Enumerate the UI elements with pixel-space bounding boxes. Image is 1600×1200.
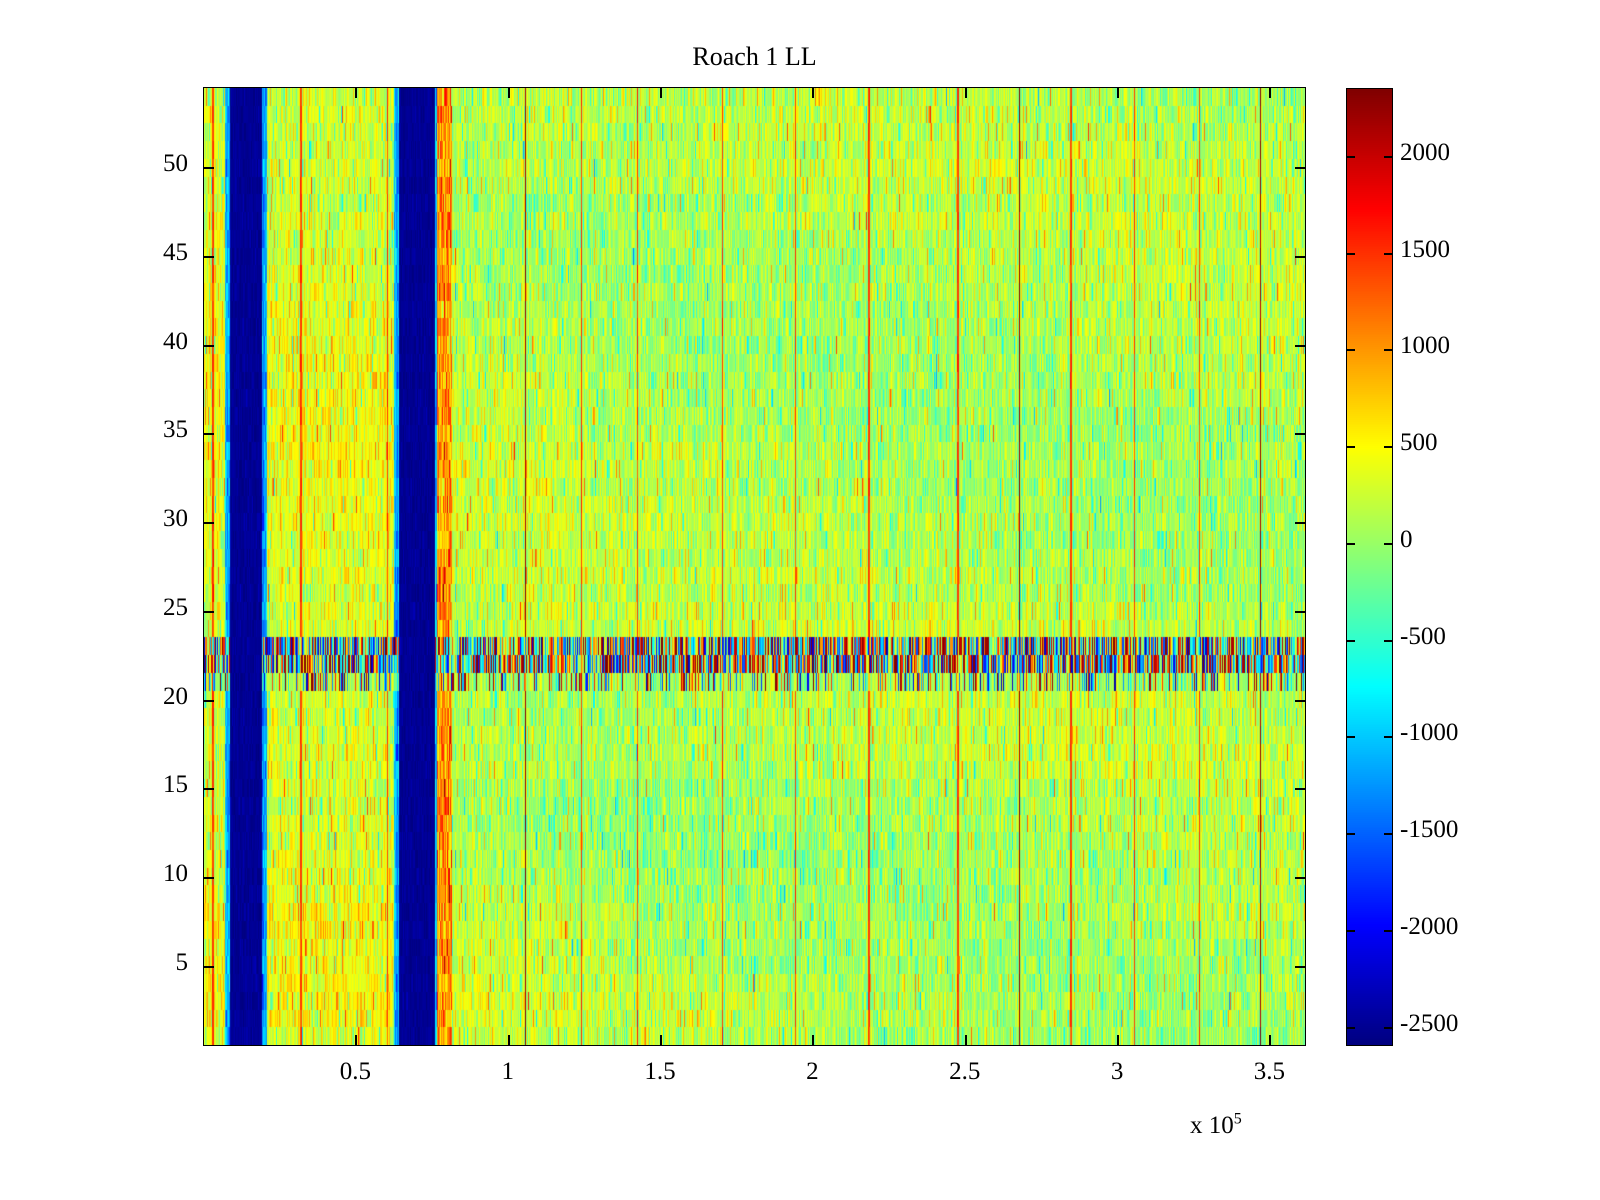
colorbar-tick xyxy=(1384,833,1393,836)
y-axis-tick-label: 40 xyxy=(163,327,188,355)
colorbar-tick xyxy=(1346,349,1355,352)
y-axis-tick xyxy=(1295,344,1306,347)
colorbar-tick xyxy=(1346,833,1355,836)
x-axis-exponent-label: x 105 xyxy=(1190,1110,1242,1140)
colorbar-tick xyxy=(1346,929,1355,932)
x-axis-tick xyxy=(355,1035,358,1046)
colorbar-tick-label: 500 xyxy=(1400,429,1438,457)
y-axis-tick xyxy=(203,788,214,791)
y-axis-tick xyxy=(203,344,214,347)
y-axis-tick xyxy=(203,699,214,702)
x-exponent-power: 5 xyxy=(1233,1110,1242,1128)
y-axis-tick-label: 50 xyxy=(163,149,188,177)
x-axis-tick-label: 1.5 xyxy=(644,1058,676,1085)
colorbar-tick-label: 0 xyxy=(1400,525,1413,553)
x-axis-tick xyxy=(660,87,663,98)
x-axis-tick-label: 1 xyxy=(501,1058,514,1085)
x-axis-tick xyxy=(507,87,510,98)
x-exponent-mantissa: x 10 xyxy=(1190,1112,1234,1139)
colorbar-tick-label: 1500 xyxy=(1400,235,1450,263)
y-axis-tick-label: 15 xyxy=(163,771,188,799)
y-axis-tick xyxy=(203,966,214,969)
x-axis-tick xyxy=(355,87,358,98)
y-axis-tick-label: 25 xyxy=(163,593,188,621)
y-axis-tick xyxy=(1295,433,1306,436)
y-axis-tick xyxy=(1295,966,1306,969)
x-axis-tick xyxy=(812,1035,815,1046)
colorbar-tick xyxy=(1384,736,1393,739)
heatmap-plot-area[interactable] xyxy=(203,87,1306,1046)
colorbar-tick xyxy=(1346,736,1355,739)
x-axis-tick xyxy=(964,1035,967,1046)
y-axis-tick-label: 20 xyxy=(163,682,188,710)
y-axis-tick xyxy=(1295,610,1306,613)
y-axis-tick xyxy=(203,433,214,436)
y-axis-tick-label: 30 xyxy=(163,505,188,533)
colorbar-tick xyxy=(1384,155,1393,158)
y-axis-tick-label: 5 xyxy=(175,949,189,977)
colorbar-tick-label: -1000 xyxy=(1400,719,1459,747)
x-axis-tick xyxy=(507,1035,510,1046)
y-axis-tick xyxy=(1295,255,1306,258)
colorbar-tick xyxy=(1346,155,1355,158)
x-axis-tick-label: 2.5 xyxy=(949,1058,981,1085)
colorbar-tick-label: 2000 xyxy=(1400,138,1450,166)
colorbar-tick xyxy=(1384,639,1393,642)
colorbar-tick xyxy=(1346,446,1355,449)
y-axis-tick xyxy=(203,610,214,613)
x-axis-tick xyxy=(1117,1035,1120,1046)
colorbar-tick xyxy=(1384,252,1393,255)
colorbar-tick xyxy=(1384,1026,1393,1029)
colorbar-tick-label: -500 xyxy=(1400,622,1446,650)
x-axis-tick xyxy=(812,87,815,98)
y-axis-tick xyxy=(1295,788,1306,791)
colorbar-tick-label: 1000 xyxy=(1400,332,1450,360)
y-axis-tick xyxy=(1295,522,1306,525)
x-axis-tick xyxy=(1269,1035,1272,1046)
y-axis-tick-label: 35 xyxy=(163,416,188,444)
colorbar-tick-label: -1500 xyxy=(1400,816,1459,844)
heatmap-image xyxy=(204,88,1305,1045)
x-axis-tick-label: 2 xyxy=(806,1058,819,1085)
colorbar-tick xyxy=(1346,1026,1355,1029)
colorbar-tick xyxy=(1384,542,1393,545)
y-axis-tick xyxy=(203,877,214,880)
x-axis-tick xyxy=(964,87,967,98)
x-axis-tick-label: 3.5 xyxy=(1253,1058,1286,1085)
colorbar-tick xyxy=(1384,446,1393,449)
y-axis-tick xyxy=(203,522,214,525)
y-axis-tick-label: 10 xyxy=(163,860,188,888)
x-axis-tick xyxy=(1269,87,1272,98)
colorbar-tick xyxy=(1346,252,1355,255)
x-axis-tick-label: 0.5 xyxy=(339,1058,371,1085)
colorbar-tick-label: -2000 xyxy=(1400,912,1459,940)
y-axis-tick xyxy=(1295,699,1306,702)
x-axis-tick xyxy=(1117,87,1120,98)
colorbar-tick xyxy=(1346,639,1355,642)
y-axis-tick-label: 45 xyxy=(163,238,188,266)
page-title: Roach 1 LL xyxy=(692,42,817,71)
y-axis-tick xyxy=(1295,877,1306,880)
x-axis-tick xyxy=(660,1035,663,1046)
colorbar-tick xyxy=(1384,929,1393,932)
x-axis-tick-label: 3 xyxy=(1110,1058,1124,1085)
colorbar-tick xyxy=(1346,542,1355,545)
y-axis-tick xyxy=(203,255,214,258)
colorbar-gradient xyxy=(1347,89,1392,1045)
y-axis-tick xyxy=(203,166,214,169)
y-axis-tick xyxy=(1295,166,1306,169)
colorbar[interactable] xyxy=(1346,88,1393,1046)
colorbar-tick-label: -2500 xyxy=(1400,1009,1459,1037)
colorbar-tick xyxy=(1384,349,1393,352)
